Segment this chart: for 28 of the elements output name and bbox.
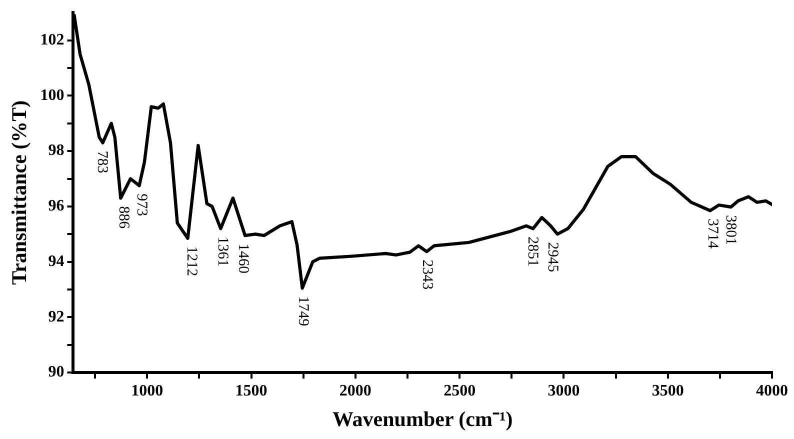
- x-tick-label: 1500: [235, 382, 268, 400]
- annotation: 3714: [704, 218, 720, 250]
- annotation: 2343: [418, 260, 435, 290]
- annotation: 3801: [722, 215, 739, 245]
- annotation: 1460: [235, 244, 252, 274]
- annotation: 973: [134, 194, 150, 216]
- y-tick-label: 94: [48, 252, 64, 270]
- x-tick-label: 1000: [131, 382, 164, 400]
- x-tick-label: 3500: [652, 382, 684, 400]
- y-tick-label: 92: [48, 308, 64, 326]
- y-tick-label: 96: [48, 198, 64, 215]
- annotation: 2851: [524, 236, 541, 267]
- annotation: 2945: [544, 242, 560, 272]
- annotation: 1361: [214, 236, 230, 267]
- y-tick-label: 98: [48, 142, 64, 160]
- y-tick-label: 100: [40, 86, 64, 104]
- y-tick-label: 90: [48, 364, 64, 381]
- x-tick-label: 4000: [756, 382, 788, 400]
- annotation: 783: [94, 150, 110, 174]
- x-tick-label: 2500: [444, 382, 476, 400]
- y-tick-label: 102: [40, 31, 64, 48]
- x-tick-label: 2000: [339, 382, 372, 400]
- x-axis-title: Wavenumber (cm⁻¹): [332, 406, 513, 431]
- x-tick-label: 3000: [548, 382, 580, 400]
- y-axis-title: Transmittance (%T): [7, 100, 32, 285]
- annotation: 1749: [295, 296, 312, 326]
- annotation: 1212: [183, 246, 200, 276]
- annotation: 886: [115, 206, 132, 230]
